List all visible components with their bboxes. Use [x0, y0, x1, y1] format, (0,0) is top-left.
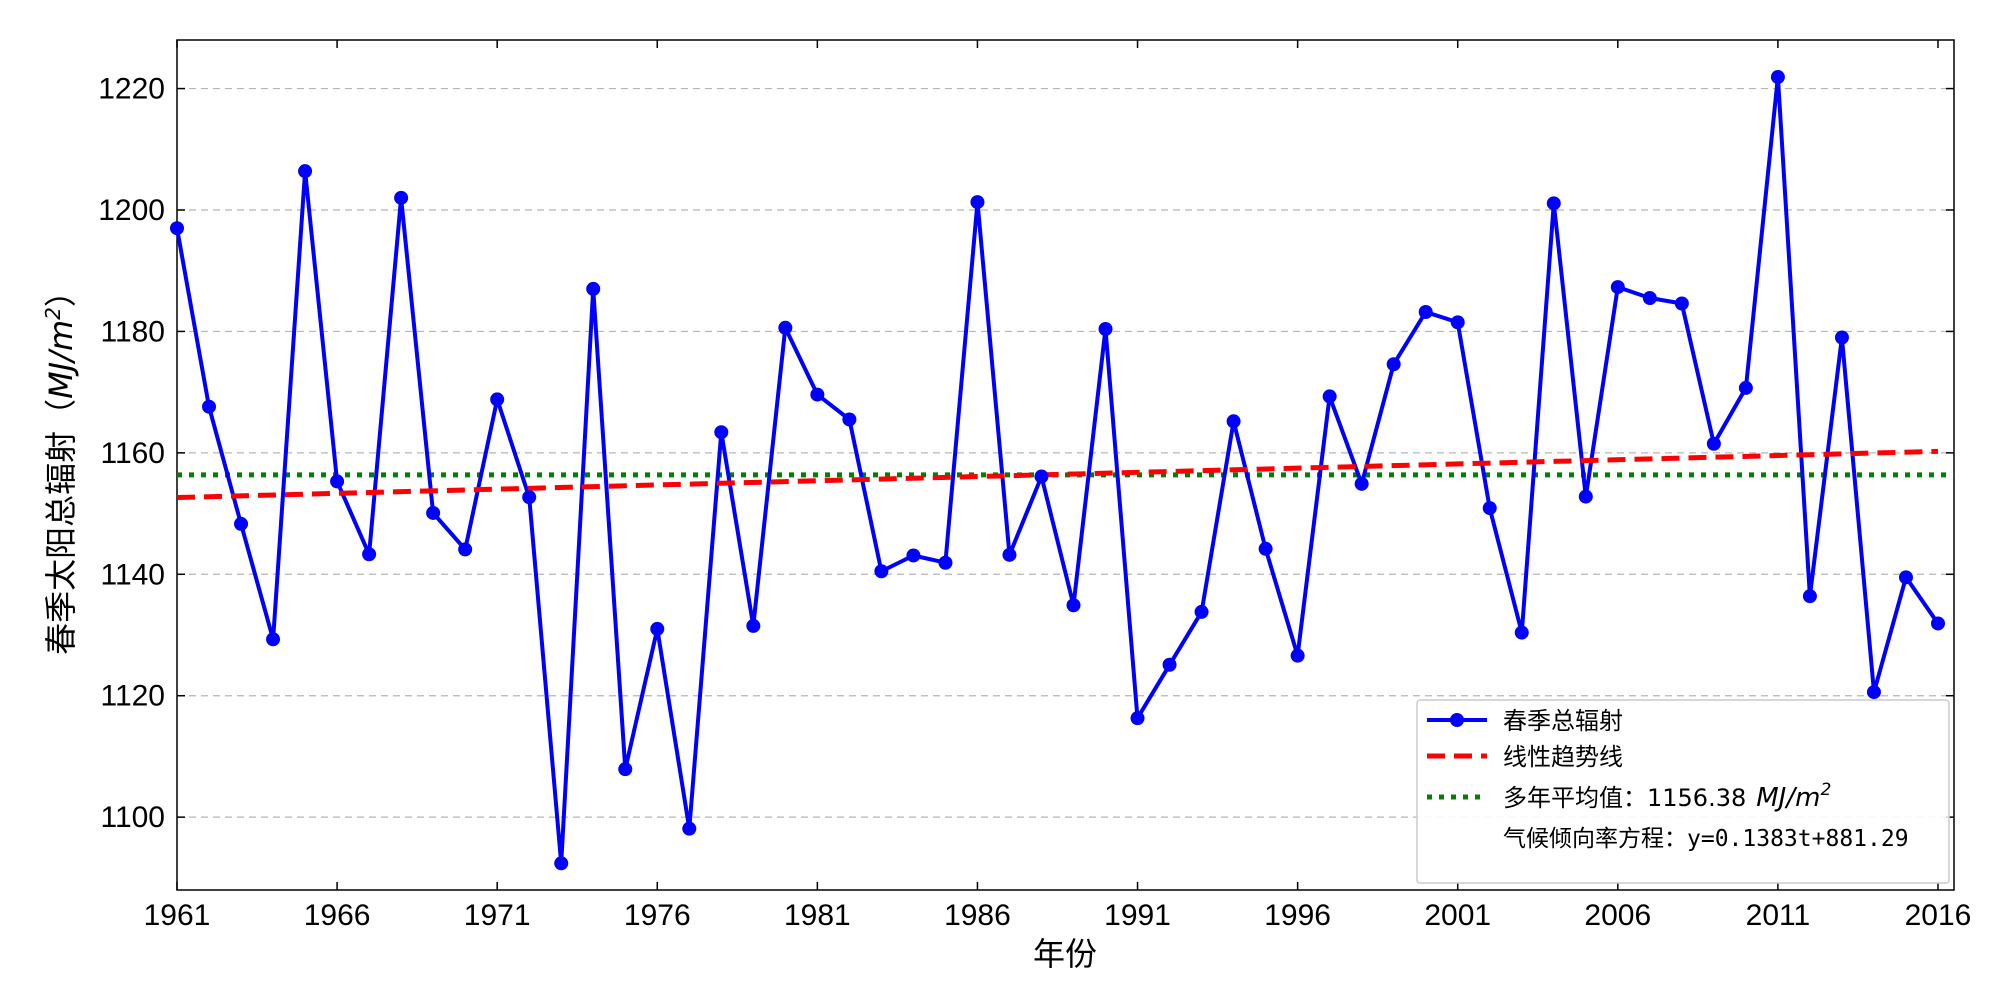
data-point	[1482, 501, 1497, 516]
data-point	[1130, 711, 1145, 726]
data-point	[1194, 604, 1209, 619]
trend-line	[176, 448, 1939, 501]
y-tick-label: 1140	[100, 558, 165, 591]
x-tick-label: 2001	[1424, 899, 1491, 932]
data-point	[1834, 330, 1849, 345]
y-axis-title: 春季太阳总辐射（MJ/m2）	[41, 275, 80, 655]
data-point	[298, 164, 313, 179]
x-tick-label: 2006	[1584, 899, 1651, 932]
y-tick-label: 1100	[100, 801, 165, 834]
data-point	[490, 392, 505, 407]
svg-text:春季太阳总辐射（MJ/m2）: 春季太阳总辐射（MJ/m2）	[41, 275, 80, 655]
data-point	[362, 547, 377, 562]
x-axis-title: 年份	[1033, 935, 1097, 973]
y-axis-ticks: 1100 1120 1140 1160 1180 1200 1220	[98, 73, 1954, 834]
legend-label-trend: 线性趋势线	[1503, 743, 1623, 771]
data-point	[554, 856, 569, 871]
x-tick-label: 1981	[784, 899, 851, 932]
y-axis-title-text: 春季太阳总辐射	[42, 431, 80, 655]
data-point	[714, 425, 729, 440]
data-point	[1258, 541, 1273, 556]
data-point	[906, 548, 921, 563]
data-point	[1386, 357, 1401, 372]
data-point	[938, 555, 953, 570]
data-point	[266, 632, 281, 647]
data-point	[1034, 469, 1049, 484]
data-point	[1610, 280, 1625, 295]
data-point	[1418, 305, 1433, 319]
data-point	[586, 281, 601, 296]
y-tick-label: 1220	[98, 73, 165, 106]
legend-marker-observed	[1450, 713, 1464, 727]
y-axis-title-unit: MJ/m	[42, 320, 80, 399]
series-group	[170, 70, 1954, 871]
data-point	[1002, 547, 1017, 562]
data-point	[874, 564, 889, 579]
data-point	[1802, 589, 1817, 604]
data-point	[1354, 476, 1369, 491]
data-point	[170, 221, 184, 236]
data-point	[618, 762, 633, 777]
x-tick-label: 1976	[624, 899, 691, 932]
x-tick-label: 1971	[464, 899, 531, 932]
legend-label-mean-unit-exp: 2	[1820, 780, 1831, 800]
data-point	[746, 618, 761, 633]
legend: 春季总辐射 线性趋势线 多年平均值：1156.38 MJ/m2 气候倾向率方程：y…	[1416, 699, 1950, 884]
data-point	[234, 516, 249, 531]
data-point	[1450, 315, 1465, 330]
x-tick-label: 1986	[944, 899, 1011, 932]
x-tick-label: 2016	[1905, 899, 1972, 932]
data-point	[330, 474, 345, 489]
data-point	[970, 195, 985, 210]
data-point	[1674, 296, 1689, 311]
legend-label-observed: 春季总辐射	[1503, 707, 1623, 735]
data-point	[650, 621, 665, 636]
data-point	[426, 505, 441, 520]
y-axis-title-paren-open: （	[42, 399, 80, 431]
data-point	[1226, 414, 1241, 429]
data-point	[522, 490, 537, 505]
legend-annotation-equation: 气候倾向率方程：y=0.1383t+881.29	[1503, 826, 1909, 852]
data-point	[1770, 70, 1785, 85]
data-point	[1162, 657, 1177, 672]
data-point	[1930, 616, 1945, 631]
x-tick-label: 2011	[1746, 899, 1811, 932]
data-point	[1514, 625, 1529, 640]
x-tick-label: 1966	[304, 899, 371, 932]
y-axis-title-paren-close: ）	[42, 275, 80, 307]
data-point	[202, 399, 217, 414]
data-point	[1706, 436, 1721, 451]
x-tick-label: 1996	[1264, 899, 1331, 932]
data-point	[1866, 685, 1881, 700]
data-point	[1642, 291, 1657, 306]
data-point	[1738, 380, 1753, 395]
y-tick-label: 1160	[100, 437, 165, 470]
legend-label-mean-unit: MJ/m	[1756, 783, 1820, 813]
data-point	[1578, 489, 1593, 504]
data-point	[778, 320, 793, 335]
y-tick-label: 1120	[100, 680, 165, 713]
legend-label-mean: 多年平均值：1156.38 MJ/m2	[1503, 780, 1831, 813]
data-point	[458, 542, 473, 557]
data-point	[1898, 570, 1913, 585]
x-tick-label: 1991	[1104, 899, 1171, 932]
data-point	[1066, 598, 1081, 613]
data-point	[842, 412, 857, 427]
data-point	[810, 387, 825, 402]
x-tick-label: 1961	[144, 899, 211, 932]
data-point	[1322, 389, 1337, 404]
data-point	[1290, 648, 1305, 663]
y-tick-label: 1180	[100, 315, 165, 348]
legend-label-mean-text: 多年平均值：1156.38	[1503, 784, 1746, 812]
data-point	[682, 821, 697, 836]
data-point	[394, 190, 409, 205]
y-axis-title-unit-exp: 2	[41, 307, 65, 320]
data-point	[1546, 196, 1561, 211]
data-point	[1098, 322, 1113, 336]
y-tick-label: 1200	[98, 194, 165, 227]
legend-box	[1416, 699, 1950, 884]
x-axis-ticks: 1961 1966 1971 1976 1981 1986 1991 1996 2001 2006…	[144, 40, 1972, 932]
